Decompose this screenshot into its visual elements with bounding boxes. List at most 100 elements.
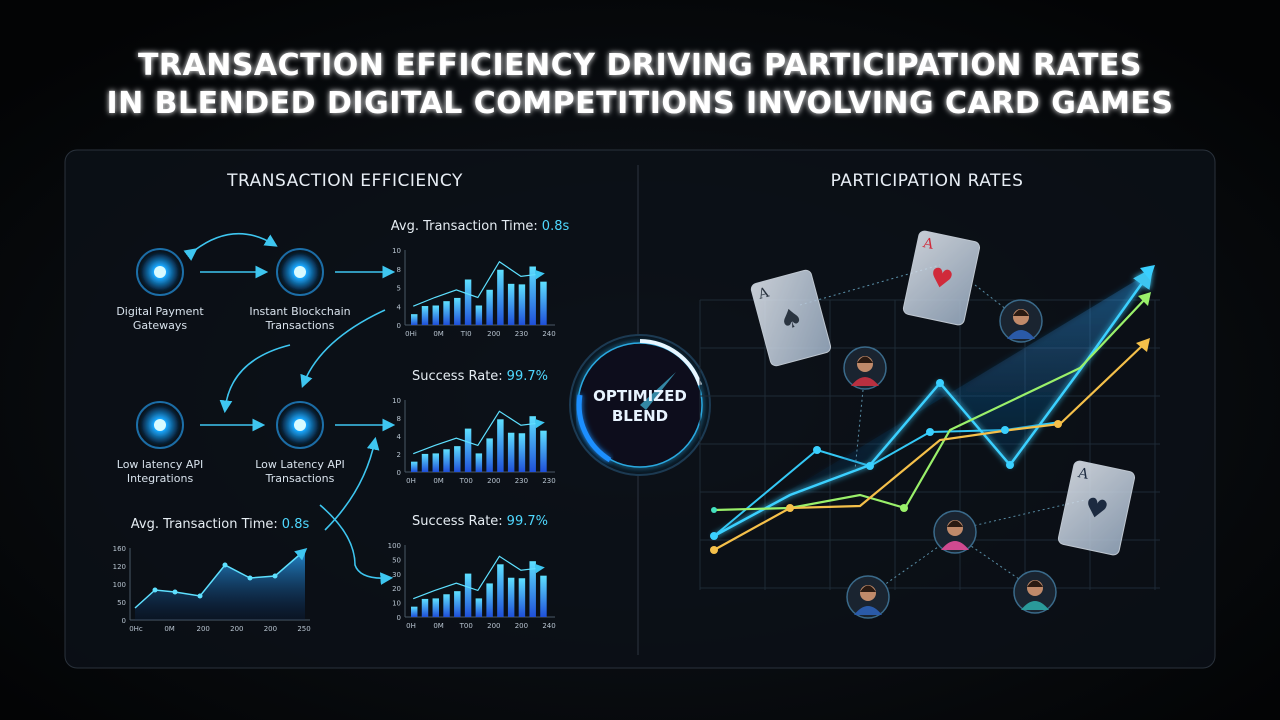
mini-chart-label: Success Rate: <box>412 514 503 529</box>
trend-line <box>413 260 545 307</box>
card: A♥ <box>1057 460 1136 556</box>
bar <box>421 453 429 472</box>
line <box>134 548 308 609</box>
node-core <box>154 419 166 431</box>
x-tick-label: TI0 <box>460 330 472 338</box>
bar <box>507 283 515 325</box>
bar <box>540 281 547 325</box>
y-tick-label: 8 <box>397 415 401 423</box>
y-tick-label: 10 <box>392 397 401 405</box>
left-heading: TRANSACTION EFFICIENCY <box>226 171 463 191</box>
bar <box>454 591 461 617</box>
point <box>247 575 253 581</box>
avatar-hair <box>947 520 963 527</box>
y-tick-label: 50 <box>392 556 401 564</box>
bar <box>518 284 526 325</box>
flow-arrows <box>183 232 396 586</box>
bar <box>540 575 547 617</box>
y-tick-label: 100 <box>113 581 126 589</box>
bar <box>443 449 450 472</box>
area <box>135 550 305 620</box>
bar <box>540 430 547 472</box>
avatar <box>846 575 890 619</box>
avatar-hair <box>1027 580 1043 587</box>
bar <box>464 573 472 617</box>
x-tick-label: 200 <box>487 477 500 485</box>
bar <box>529 266 536 325</box>
card-face <box>1057 460 1136 556</box>
x-tick-label: T00 <box>459 622 473 630</box>
bar <box>411 461 418 472</box>
bar <box>411 314 418 325</box>
title: IN BLENDED DIGITAL COMPETITIONS INVOLVIN… <box>106 86 1173 121</box>
avatar-body <box>1007 330 1035 339</box>
bar <box>432 453 439 472</box>
avatar <box>999 299 1043 343</box>
x-tick-label: 0M <box>433 477 444 485</box>
y-tick-label: 10 <box>392 600 401 608</box>
bar <box>497 564 504 617</box>
x-tick-label: 200 <box>197 625 210 633</box>
avatar <box>933 510 977 554</box>
bar <box>454 446 461 472</box>
bar <box>486 438 493 472</box>
bar <box>464 279 472 325</box>
x-tick-label: 0H <box>406 477 416 485</box>
bar <box>529 561 536 617</box>
bar <box>421 306 429 325</box>
avatar-body <box>854 606 882 615</box>
center-label: BLEND <box>612 407 668 425</box>
mini-chart-title: Success Rate: 99.7% <box>412 514 548 529</box>
bar <box>529 416 536 472</box>
mini-chart-value: 0.8s <box>542 219 570 234</box>
node-ring <box>276 401 324 449</box>
node-label: Digital Payment <box>116 305 204 318</box>
mini-chart-label: Avg. Transaction Time: <box>131 517 278 532</box>
x-tick-label: 0M <box>433 622 444 630</box>
node-label: Instant Blockchain <box>249 305 350 318</box>
avatar-hair <box>857 356 873 363</box>
center-label: OPTIMIZED <box>593 387 687 405</box>
mini-chart-value: 99.7% <box>507 369 548 384</box>
title: TRANSACTION EFFICIENCY DRIVING PARTICIPA… <box>138 48 1142 83</box>
y-tick-label: 0 <box>397 614 401 622</box>
bar <box>443 594 450 617</box>
y-tick-label: 0 <box>397 469 401 477</box>
y-tick-label: 20 <box>392 585 401 593</box>
node-ring <box>276 248 324 296</box>
x-tick-label: 200 <box>515 622 528 630</box>
bar <box>432 305 439 325</box>
bar <box>507 577 515 617</box>
avatar-body <box>1021 601 1049 610</box>
node-label: Integrations <box>127 472 194 485</box>
bar <box>411 606 418 617</box>
node-ring <box>136 248 184 296</box>
y-tick-label: 10 <box>392 247 401 255</box>
card-rank: A <box>1076 465 1091 483</box>
mini-chart-label: Avg. Transaction Time: <box>391 219 538 234</box>
y-tick-label: 4 <box>397 303 402 311</box>
node-core <box>294 419 306 431</box>
trend-line <box>413 410 545 455</box>
decorations: A♠ A♥ A♥ <box>129 230 1136 621</box>
x-tick-label: 0M <box>164 625 175 633</box>
point <box>222 562 228 568</box>
x-tick-label: 240 <box>542 330 555 338</box>
x-tick-label: 230 <box>515 330 528 338</box>
mini-chart <box>129 548 310 621</box>
mini-chart-label: Success Rate: <box>412 369 503 384</box>
bar <box>443 301 450 325</box>
bar <box>464 428 472 472</box>
card: A♠ <box>750 269 832 367</box>
x-tick-label: 230 <box>515 477 528 485</box>
x-tick-label: 0Hc <box>129 625 143 633</box>
bar <box>518 578 526 617</box>
x-tick-label: 200 <box>487 622 500 630</box>
y-tick-label: 2 <box>397 451 401 459</box>
trend-line <box>413 555 545 600</box>
card: A♥ <box>902 230 981 326</box>
point <box>272 573 278 579</box>
node-label: Low latency API <box>117 458 203 471</box>
x-tick-label: 230 <box>542 477 555 485</box>
